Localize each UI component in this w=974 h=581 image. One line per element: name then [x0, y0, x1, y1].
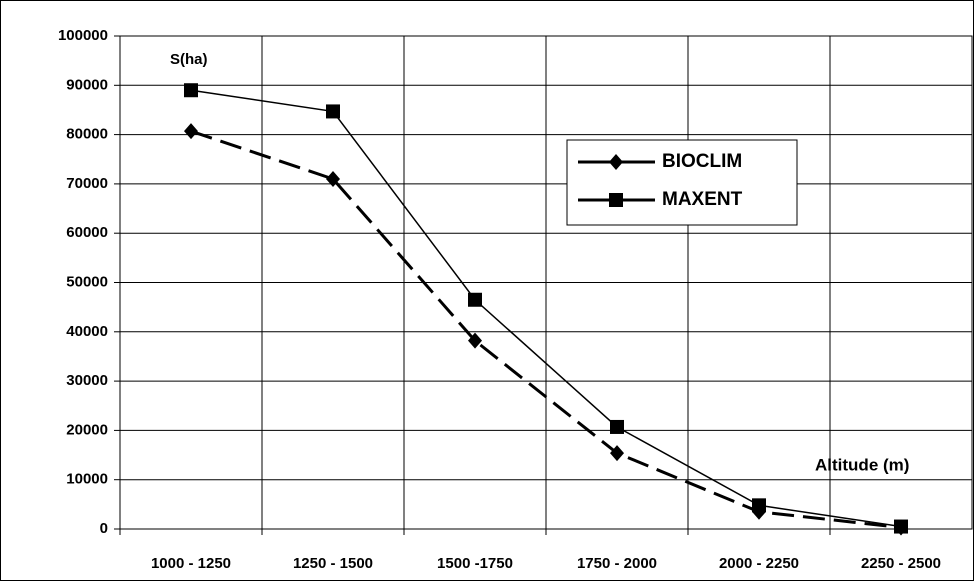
marker [184, 83, 198, 98]
y-tick-label: 20000 [66, 421, 108, 438]
marker [610, 419, 624, 434]
line [190, 89, 902, 528]
y-tick-label: 40000 [66, 323, 108, 340]
marker [184, 123, 198, 140]
marker [468, 292, 482, 307]
legend: BIOCLIM MAXENT [566, 139, 798, 226]
y-axis-label: S(ha) [170, 51, 208, 68]
y-tick-label: 80000 [66, 126, 108, 143]
legend-box [566, 139, 798, 226]
marker [326, 104, 340, 119]
y-tick-label: 10000 [66, 471, 108, 488]
x-tick-label: 1000 - 1250 [151, 555, 231, 572]
marker [609, 154, 623, 170]
y-tick-label: 100000 [58, 27, 108, 44]
y-tick-label: 60000 [66, 224, 108, 241]
line [190, 129, 902, 530]
y-tick-label: 30000 [66, 372, 108, 389]
legend-label: BIOCLIM [662, 151, 742, 172]
x-tick-label: 2250 - 2500 [861, 555, 941, 572]
marker [326, 170, 340, 187]
y-tick-label: 0 [100, 520, 108, 537]
x-tick-label: 1750 - 2000 [577, 555, 657, 572]
plot-frame [119, 35, 973, 530]
marker [894, 519, 908, 534]
y-tick-label: 50000 [66, 273, 108, 290]
x-tick-label: 1250 - 1500 [293, 555, 373, 572]
marker [610, 445, 624, 462]
x-tick-label: 2000 - 2250 [719, 555, 799, 572]
x-tick-label: 1500 -1750 [437, 555, 513, 572]
y-tick-label: 90000 [66, 76, 108, 93]
marker [609, 193, 623, 207]
marker [752, 498, 766, 513]
legend-label: MAXENT [662, 189, 743, 210]
x-axis-label: Altitude (m) [815, 455, 909, 474]
marker [468, 332, 482, 349]
y-tick-label: 70000 [66, 175, 108, 192]
